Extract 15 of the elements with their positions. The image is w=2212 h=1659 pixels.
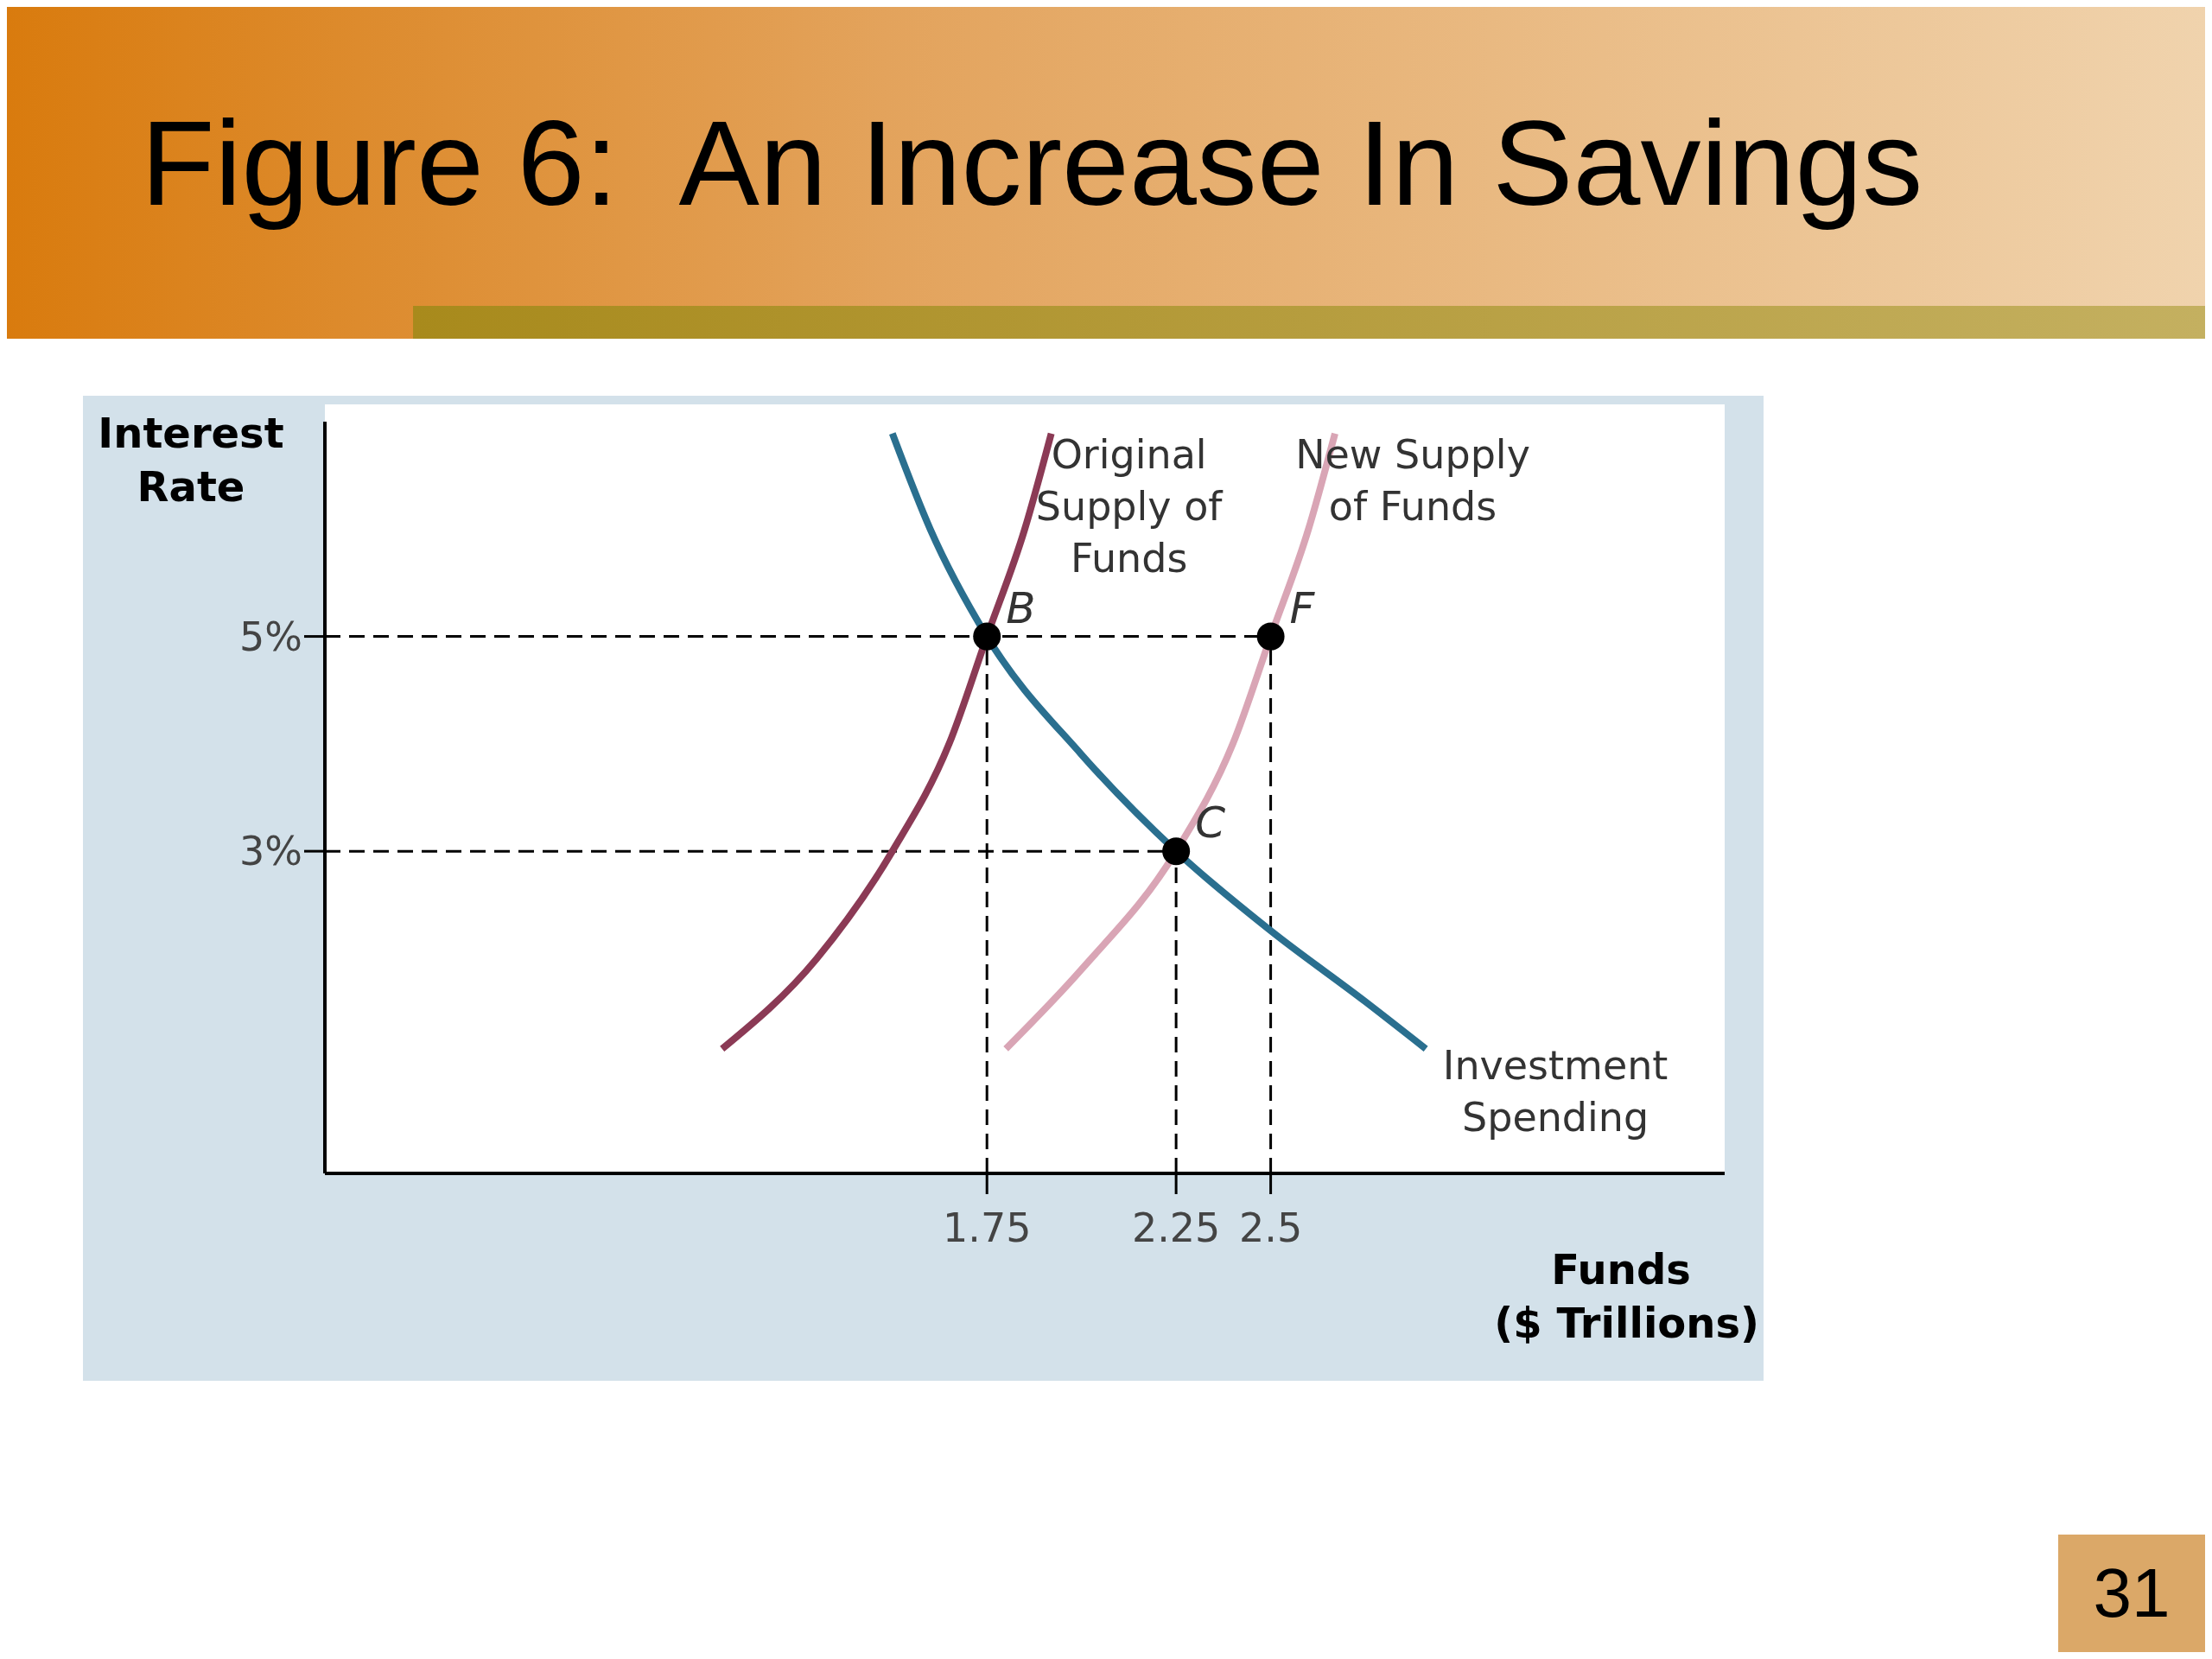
- y-tick-label: 5%: [239, 613, 302, 660]
- x-tick-label: 1.75: [943, 1204, 1032, 1251]
- annotation: B: [1006, 582, 1036, 633]
- chart-title: Figure 6: An Increase In Savings: [141, 94, 1923, 232]
- series-label: New Supply of Funds: [1295, 430, 1530, 530]
- series-label: Original Supply of Funds: [1035, 430, 1224, 582]
- y-axis-title: Interest Rate: [97, 408, 285, 513]
- series-label: Investment Spending: [1442, 1041, 1669, 1141]
- y-tick-label: 3%: [239, 828, 302, 875]
- x-tick-label: 2.25: [1131, 1204, 1221, 1251]
- annotation: F: [1289, 582, 1316, 633]
- x-tick-label: 2.5: [1239, 1204, 1303, 1251]
- text: 31: [2058, 1535, 2205, 1652]
- x-axis-title: Funds ($ Trillions): [1493, 1244, 1759, 1350]
- annotation: C: [1195, 798, 1226, 849]
